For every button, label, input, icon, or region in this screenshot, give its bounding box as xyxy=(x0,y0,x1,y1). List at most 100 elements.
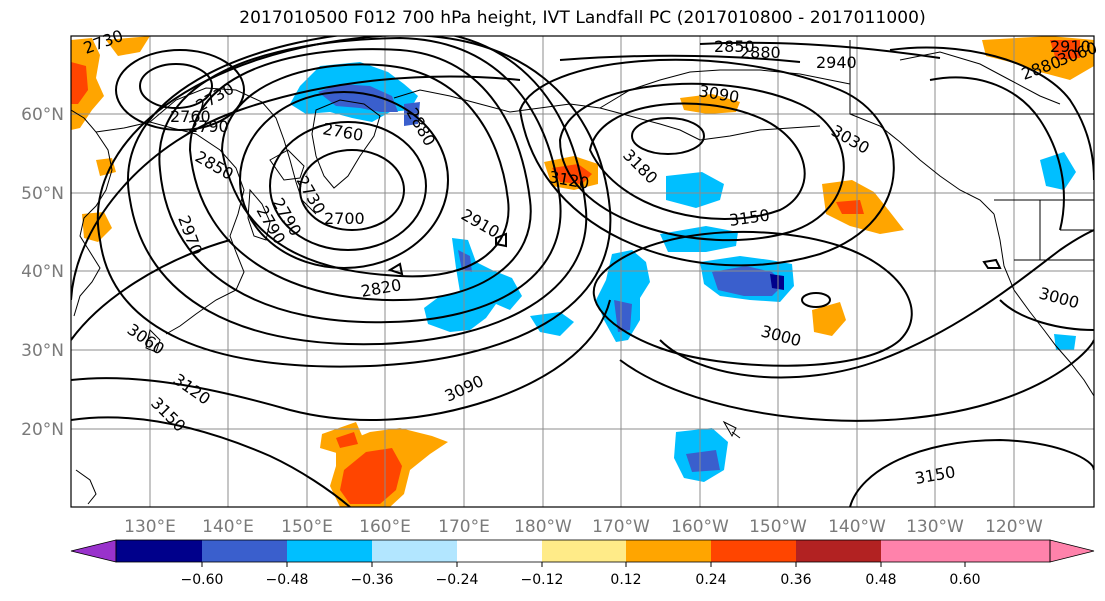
contour-label: 2700 xyxy=(324,209,365,228)
lon-tick-label: 160°E xyxy=(359,517,411,537)
contour-label: 2790 xyxy=(188,117,229,136)
contour-label: 3030 xyxy=(828,121,873,158)
contour-label: 2820 xyxy=(359,275,402,301)
contour-line xyxy=(71,239,231,341)
contour-label: 2910 xyxy=(1050,37,1091,56)
lat-tick-label: 60°N xyxy=(21,105,64,125)
map-frame xyxy=(70,35,1095,508)
shade-patch xyxy=(318,84,398,112)
shade-patch xyxy=(770,274,784,290)
shade-patch xyxy=(336,432,358,448)
coastline xyxy=(247,188,271,241)
shade-patch xyxy=(1050,40,1080,60)
contour-line xyxy=(127,36,588,346)
colorbar-segment xyxy=(287,540,372,562)
colorbar-segment xyxy=(202,540,287,562)
lon-tick-label: 130°W xyxy=(906,517,964,537)
contour-labels: 2730 2730 2760 2790 2850 2760 2880 2730 … xyxy=(81,26,1100,488)
lon-tick-label: 120°W xyxy=(985,517,1043,537)
shade-patch xyxy=(680,94,740,114)
lat-tick-label: 50°N xyxy=(21,184,64,204)
contour-line xyxy=(558,82,845,242)
contour-label: 3150 xyxy=(913,462,956,488)
colorbar-segment xyxy=(965,540,1050,562)
coastline xyxy=(599,69,851,109)
colorbar-tick-label: −0.36 xyxy=(351,572,394,588)
colorbar-tick-label: −0.60 xyxy=(181,572,224,588)
shade-patch xyxy=(71,62,88,104)
colorbar-segment xyxy=(116,540,202,562)
contour-label: 2850 xyxy=(192,147,237,184)
contour-label: 3000 xyxy=(1037,284,1081,313)
contour-line xyxy=(495,232,507,248)
contour-line xyxy=(592,230,913,367)
shade-patch xyxy=(1040,152,1076,190)
colorbar-segment xyxy=(796,540,881,562)
contour-line xyxy=(801,292,831,308)
colorbar-tick-label: −0.48 xyxy=(266,572,309,588)
lon-axis: 130°E 140°E 150°E 160°E 170°E 180°W 170°… xyxy=(124,517,1043,537)
contour-line xyxy=(239,91,449,269)
contour-line xyxy=(299,149,405,231)
colorbar-frame xyxy=(115,539,1051,563)
lon-tick-label: 150°E xyxy=(281,517,333,537)
graticule xyxy=(71,36,1094,507)
contour-line xyxy=(188,48,532,302)
shade-patch xyxy=(424,238,522,332)
shade-patch xyxy=(106,36,150,56)
colorbar-tick-label: −0.24 xyxy=(436,572,479,588)
colorbar-segment xyxy=(881,540,965,562)
contour-line xyxy=(999,299,1094,331)
coastline xyxy=(75,469,97,505)
colorbar-max-extend xyxy=(1049,539,1095,563)
coastline xyxy=(993,213,1094,397)
contour-line xyxy=(849,438,1094,507)
coastline xyxy=(149,87,317,215)
contour-line xyxy=(659,229,1094,379)
contour-line xyxy=(699,41,941,59)
colorbar-segment xyxy=(711,540,796,562)
figure-title: 2017010500 F012 700 hPa height, IVT Land… xyxy=(239,8,926,28)
contour-line xyxy=(518,58,895,267)
shade-patch xyxy=(340,448,402,504)
contour-line xyxy=(220,63,510,278)
colorbar-tick-label: 0.24 xyxy=(695,572,726,588)
contour-line xyxy=(982,258,1002,269)
contour-line xyxy=(929,76,1065,231)
shade-patch xyxy=(1054,334,1076,350)
contour-label: 3120 xyxy=(170,370,214,409)
contour-label: 3000 xyxy=(759,322,803,351)
lon-tick-label: 140°W xyxy=(828,517,886,537)
lat-tick-label: 30°N xyxy=(21,341,64,361)
contour-label: 3150 xyxy=(728,205,771,229)
coastline xyxy=(71,109,113,317)
contour-label: 2880 xyxy=(403,105,440,150)
shade-patch xyxy=(666,172,724,208)
contour-label: 2940 xyxy=(816,53,857,72)
coastline xyxy=(311,99,381,189)
contour-line xyxy=(115,49,245,131)
colorbar-min-extend xyxy=(70,539,117,563)
contour-line xyxy=(588,102,806,220)
coastline xyxy=(899,51,1061,105)
lat-axis: 60°N 50°N 40°N 30°N 20°N xyxy=(21,105,64,440)
shade-patch xyxy=(530,312,574,336)
colorbar: −0.60 −0.48 −0.36 −0.24 −0.12 0.12 0.24 … xyxy=(70,539,1095,588)
lon-tick-label: 170°E xyxy=(438,517,490,537)
contour-line xyxy=(71,75,521,301)
coastline xyxy=(145,329,161,353)
colorbar-segment xyxy=(457,540,542,562)
contour-label: 2910 xyxy=(458,205,503,242)
lat-tick-label: 20°N xyxy=(21,420,64,440)
coastline xyxy=(269,149,305,181)
colorbar-tick-label: 0.36 xyxy=(780,572,811,588)
contour-line xyxy=(269,121,427,251)
lon-tick-label: 170°W xyxy=(592,517,650,537)
colorbar-tick-label: 0.60 xyxy=(949,572,980,588)
colorbar-segment xyxy=(372,540,457,562)
border xyxy=(1014,200,1094,261)
contour-line xyxy=(71,416,351,507)
lat-tick-label: 40°N xyxy=(21,262,64,282)
